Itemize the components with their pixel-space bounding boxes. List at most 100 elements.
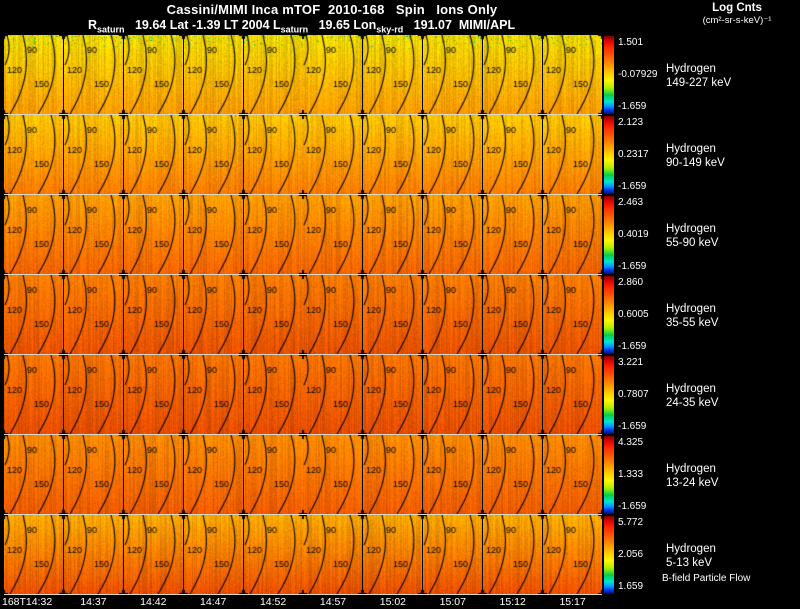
heatmap-panel <box>483 355 542 434</box>
colorbar <box>604 356 614 434</box>
spectrogram-row <box>4 435 602 515</box>
heatmap-panel <box>483 275 542 354</box>
heatmap-panel <box>423 195 482 274</box>
heatmap-panel <box>363 115 422 194</box>
colorbar-min-label: 1.659 <box>618 581 643 592</box>
colorbar-mid-label: 2.056 <box>618 549 643 560</box>
heatmap-panel <box>303 35 362 114</box>
colorbar-max-label: 2.463 <box>618 197 643 208</box>
colorbar-title: Log Cnts <box>678 2 796 14</box>
row-species-label: Hydrogen <box>666 63 731 77</box>
heatmap-panel <box>124 435 183 514</box>
heatmap-panel <box>363 35 422 114</box>
colorbar-min-label: -1.659 <box>618 181 646 192</box>
row-energy-label: 55-90 keV <box>666 237 718 251</box>
time-tick-label: 15:07 <box>440 596 466 608</box>
heatmap-panel <box>303 115 362 194</box>
heatmap-panel <box>303 515 362 594</box>
colorbar <box>604 436 614 514</box>
row-species-label: Hydrogen <box>666 383 718 397</box>
heatmap-panel <box>543 35 602 114</box>
row-label: Hydrogen 5-13 keV <box>666 543 716 570</box>
colorbar <box>604 276 614 354</box>
heatmap-panel <box>4 115 63 194</box>
row-species-label: Hydrogen <box>666 303 718 317</box>
heatmap-panel <box>124 515 183 594</box>
heatmap-panel <box>244 515 303 594</box>
row-species-label: Hydrogen <box>666 143 725 157</box>
colorbar-units: (cm²-sr-s-keV)⁻¹ <box>678 15 796 26</box>
heatmap-panel <box>124 35 183 114</box>
heatmap-panel <box>543 115 602 194</box>
ephemeris-part: 191.07 MIMI/APL <box>403 18 515 32</box>
colorbar-max-label: 2.860 <box>618 277 643 288</box>
heatmap-panel <box>543 435 602 514</box>
heatmap-panel <box>363 275 422 354</box>
colorbar-mid-label: 0.7807 <box>618 389 649 400</box>
spectrogram-row <box>4 515 602 595</box>
bfield-flow-note: B-field Particle Flow <box>662 573 750 584</box>
row-species-label: Hydrogen <box>666 543 716 557</box>
colorbar-header: Log Cnts (cm²-sr-s-keV)⁻¹ <box>678 2 796 26</box>
colorbar-min-label: -1.659 <box>618 341 646 352</box>
heatmap-panel <box>244 115 303 194</box>
heatmap-panel <box>423 35 482 114</box>
heatmap-panel <box>244 35 303 114</box>
colorbar-mid-label: -0.07929 <box>618 69 657 80</box>
heatmap-panel <box>483 115 542 194</box>
heatmap-panel <box>303 275 362 354</box>
spectrogram-row <box>4 35 602 115</box>
colorbar-min-label: -1.659 <box>618 101 646 112</box>
colorbar-max-label: 2.123 <box>618 117 643 128</box>
spectrogram-row <box>4 115 602 195</box>
heatmap-panel <box>543 195 602 274</box>
ephemeris-part: R <box>88 18 97 32</box>
heatmap-panel <box>4 35 63 114</box>
heatmap-panel <box>64 355 123 434</box>
spectrogram-row <box>4 275 602 355</box>
heatmap-panel <box>124 195 183 274</box>
row-energy-label: 35-55 keV <box>666 317 718 331</box>
heatmap-panel <box>303 195 362 274</box>
heatmap-panel <box>423 275 482 354</box>
heatmap-panel <box>363 515 422 594</box>
heatmap-panel <box>423 355 482 434</box>
ephemeris-subscript: saturn <box>97 25 125 35</box>
colorbar-min-label: -1.659 <box>618 421 646 432</box>
heatmap-panel <box>483 35 542 114</box>
heatmap-panel <box>124 115 183 194</box>
heatmap-panel <box>244 195 303 274</box>
ephemeris-part: 19.65 Lon <box>308 18 376 32</box>
ephemeris-subscript: saturn <box>281 25 309 35</box>
heatmap-panel <box>4 435 63 514</box>
row-species-label: Hydrogen <box>666 223 718 237</box>
colorbar-mid-label: 0.6005 <box>618 309 649 320</box>
heatmap-panel <box>124 355 183 434</box>
colorbar-mid-label: 1.333 <box>618 469 643 480</box>
heatmap-panel <box>184 435 243 514</box>
cassini-mimi-spectrogram-window: Cassini/MIMI Inca mTOF 2010-168 Spin Ion… <box>0 0 800 609</box>
heatmap-panel <box>184 35 243 114</box>
spectrogram-row <box>4 355 602 435</box>
heatmap-panel <box>363 355 422 434</box>
row-label: Hydrogen 55-90 keV <box>666 223 718 250</box>
colorbar-max-label: 4.325 <box>618 437 643 448</box>
heatmap-panel <box>64 35 123 114</box>
heatmap-panel <box>124 275 183 354</box>
heatmap-panel <box>543 275 602 354</box>
colorbar-min-label: -1.659 <box>618 261 646 272</box>
colorbar-max-label: 3.221 <box>618 357 643 368</box>
row-species-label: Hydrogen <box>666 463 718 477</box>
heatmap-panel <box>64 115 123 194</box>
time-tick-label: 14:37 <box>80 596 106 608</box>
row-energy-label: 90-149 keV <box>666 157 725 171</box>
colorbar <box>604 196 614 274</box>
spectrogram-grid <box>4 35 602 595</box>
heatmap-panel <box>184 115 243 194</box>
colorbar-max-label: 5.772 <box>618 517 643 528</box>
heatmap-panel <box>4 195 63 274</box>
heatmap-panel <box>64 195 123 274</box>
time-tick-label: 14:42 <box>140 596 166 608</box>
heatmap-panel <box>184 275 243 354</box>
colorbar-mid-label: 0.2317 <box>618 149 649 160</box>
